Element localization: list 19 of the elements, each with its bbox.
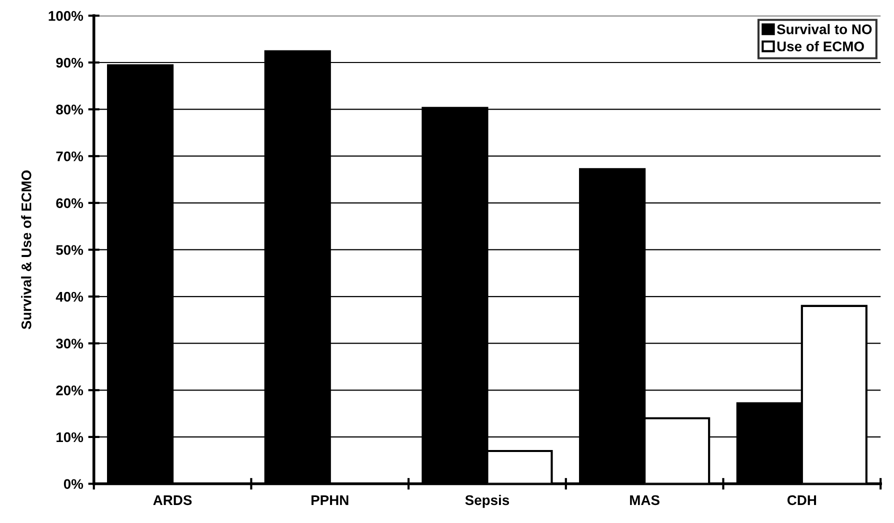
x-tick-label: CDH — [787, 495, 816, 506]
x-tick-label: PPHN — [312, 495, 348, 505]
legend-label: Use of ECMO — [777, 41, 864, 52]
y-tick-label: 100% — [48, 11, 84, 21]
y-tick-label: 90% — [56, 58, 84, 68]
x-tick-label: Sepsis — [465, 494, 510, 508]
y-tick-label: 70% — [56, 151, 84, 162]
y-tick-label: 50% — [56, 245, 84, 255]
x-tick-label: MAS — [630, 495, 660, 506]
y-tick-label: 10% — [56, 432, 84, 442]
y-tick-label: 60% — [56, 198, 84, 208]
x-tick-label: ARDS — [153, 495, 192, 506]
y-axis-title: Survival & Use of ECMO — [21, 170, 32, 330]
y-tick-label: 80% — [56, 104, 84, 114]
legend-label: Survival to NO — [776, 24, 872, 34]
y-tick-label: 40% — [56, 292, 84, 302]
y-tick-label: 0% — [64, 479, 84, 489]
y-tick-label: 20% — [56, 385, 84, 396]
y-tick-label: 30% — [56, 338, 84, 349]
